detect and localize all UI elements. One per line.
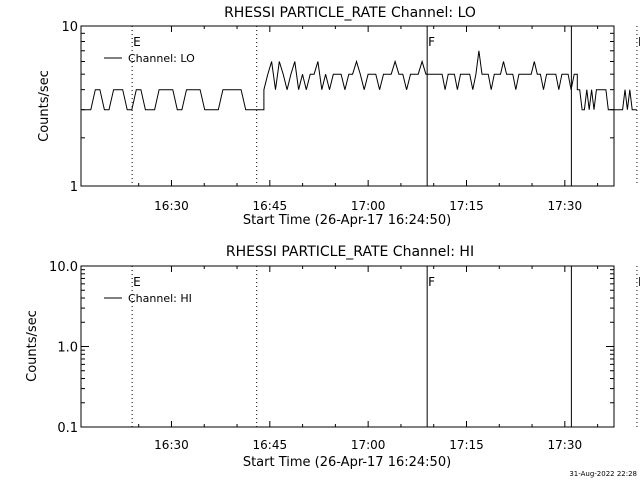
x-tick-label: 16:45 <box>253 199 288 213</box>
y-tick-label: 10.0 <box>49 260 78 275</box>
x-tick-label: 16:30 <box>154 199 189 213</box>
y-tick-label: 1.0 <box>57 341 78 356</box>
event-marker-label: F <box>428 35 435 49</box>
chart-panel-hi: RHESSI PARTICLE_RATE Channel: HI E F E 16:… <box>25 244 640 470</box>
x-axis-label: Start Time (26-Apr-17 16:24:50) <box>243 455 451 470</box>
chart-panel-lo: RHESSI PARTICLE_RATE Channel: LO E F E 16:… <box>37 5 640 228</box>
x-tick-label: 16:45 <box>253 438 288 452</box>
legend: Channel: HI <box>104 292 192 305</box>
legend-label-lo: Channel: LO <box>128 52 195 65</box>
plot-frame <box>80 25 615 187</box>
event-marker-label: F <box>428 275 435 289</box>
y-tick-label: 0.1 <box>57 421 78 436</box>
series-line-channel-lo <box>81 50 637 111</box>
x-tick-label: 17:00 <box>351 199 386 213</box>
x-axis-label: Start Time (26-Apr-17 16:24:50) <box>243 213 451 228</box>
y-axis-label: Counts/sec <box>37 70 52 142</box>
event-marker-label: E <box>133 35 141 49</box>
legend: Channel: LO <box>104 52 195 65</box>
y-tick-label: 1 <box>70 180 78 195</box>
x-tick-label: 17:15 <box>449 199 484 213</box>
chart-title: RHESSI PARTICLE_RATE Channel: HI <box>226 244 474 260</box>
plot-frame <box>80 265 615 428</box>
x-tick-label: 17:00 <box>351 438 386 452</box>
generated-timestamp: 31-Aug-2022 22:28 <box>569 470 637 478</box>
y-axis-label: Counts/sec <box>25 310 40 382</box>
event-marker-label: E <box>638 35 640 49</box>
legend-label-hi: Channel: HI <box>128 292 192 305</box>
event-marker-label: E <box>133 275 141 289</box>
y-tick-label: 10 <box>61 20 78 35</box>
x-tick-label: 16:30 <box>154 438 189 452</box>
x-tick-label: 17:15 <box>449 438 484 452</box>
event-marker-label: E <box>638 275 640 289</box>
x-tick-label: 17:30 <box>548 199 583 213</box>
chart-title: RHESSI PARTICLE_RATE Channel: LO <box>224 5 476 21</box>
x-tick-label: 17:30 <box>548 438 583 452</box>
